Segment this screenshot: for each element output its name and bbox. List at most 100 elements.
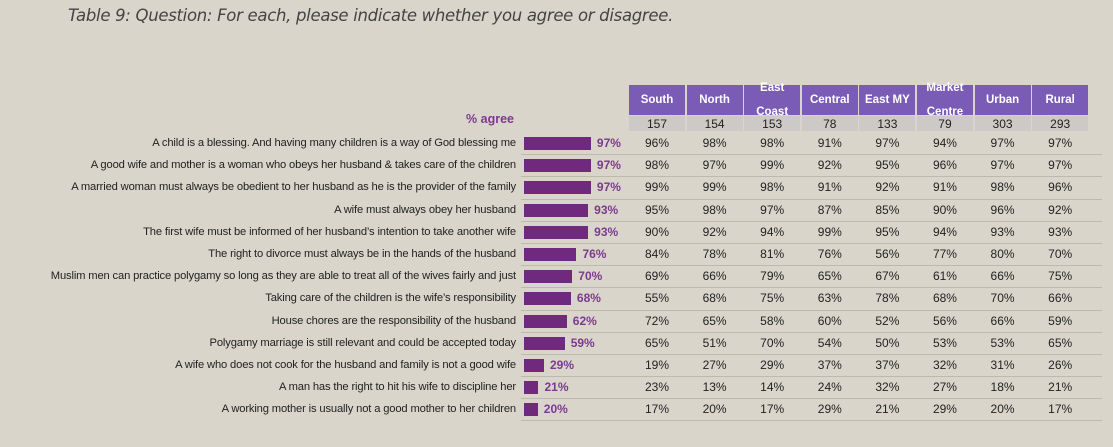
region-value-cell: 97% [1048,158,1073,173]
statement-label: Polygamy marriage is still relevant and … [209,336,517,349]
region-values: 95% 98% 97% 87% 85% 90% 96% 92% [629,203,1090,217]
statement-label: A wife who does not cook for the husband… [175,358,516,371]
statement-label: The right to divorce must always be in t… [208,247,516,260]
region-value-cell: 93% [1048,224,1073,239]
agree-bar [524,247,577,261]
region-value-cell: 54% [817,335,842,350]
table-row: House chores are the responsibility of t… [0,311,1113,333]
row-divider [521,331,1102,333]
region-value-cell: 66% [702,269,727,284]
region-values: 84% 78% 81% 76% 56% 77% 80% 70% [629,247,1090,261]
agree-bar [524,403,538,417]
region-value-cell: 97% [1048,136,1073,150]
region-value-cell: 72% [644,313,670,328]
agree-bar-label: 62% [572,313,597,328]
sample-size-cell: 157 [629,116,685,131]
agree-bar-label: 97% [596,136,621,150]
table-row: Taking care of the children is the wife’… [0,288,1113,311]
table-row: The right to divorce must always be in t… [0,244,1113,267]
region-value-cell: 95% [875,158,900,173]
region-value-cell: 99% [817,224,842,239]
region-value-cell: 91% [932,180,957,195]
region-value-cell: 63% [817,291,842,306]
region-values: 19% 27% 29% 37% 37% 32% 31% 26% [629,358,1090,372]
region-values: 72% 65% 58% 60% 52% 56% 66% 59% [629,314,1090,328]
region-value-cell: 78% [875,291,900,306]
row-divider [521,287,1102,289]
region-value-cell: 95% [875,224,900,239]
table-row: Muslim men can practice polygamy so long… [0,266,1113,289]
region-value-cell: 87% [817,202,842,217]
statement-rows: A child is a blessing. And having many c… [0,133,1113,422]
statement-label: Muslim men can practice polygamy so long… [50,270,516,283]
region-value-cell: 17% [644,402,670,417]
region-value-cell: 69% [644,269,670,284]
region-value-cell: 68% [702,291,727,306]
region-value-cell: 98% [644,158,670,173]
region-values: 96% 98% 98% 91% 97% 94% 97% 97% [629,136,1090,150]
region-value-cell: 92% [702,224,727,239]
region-value-cell: 20% [702,402,727,417]
table-row: A wife must always obey her husband 93% 95… [0,200,1113,222]
row-divider [521,420,1102,422]
table-row: A man has the right to hit his wife to d… [0,377,1113,400]
region-value-cell: 17% [760,402,785,417]
region-value-cell: 85% [875,202,900,217]
region-value-cell: 17% [1048,402,1073,417]
statement-label: Taking care of the children is the wife’… [265,292,516,305]
agree-bar-label: 93% [594,224,619,239]
region-value-cell: 52% [875,313,900,328]
sample-size-cell: 293 [1032,116,1089,131]
region-value-cell: 99% [702,180,727,195]
region-value-cell: 66% [1048,291,1073,306]
table-row: A wife who does not cook for the husband… [0,355,1113,378]
agree-bar-label: 97% [596,180,621,195]
sample-size-cell: 78 [801,116,858,131]
agree-bar-label: 59% [570,335,595,350]
agree-bar-label: 76% [582,246,607,261]
region-value-cell: 98% [760,136,785,150]
region-value-cell: 59% [1048,313,1073,328]
table-row: A married woman must always be obedient … [0,177,1113,200]
region-values: 90% 92% 94% 99% 95% 94% 93% 93% [629,225,1090,239]
region-value-cell: 67% [875,269,900,284]
agree-bar [524,292,571,306]
region-value-cell: 97% [760,202,785,217]
agree-bar [524,270,573,284]
column-header: Central [801,85,858,115]
region-value-cell: 91% [817,136,842,150]
region-value-cell: 19% [644,357,670,372]
region-value-cell: 98% [702,202,727,217]
agree-bar-label: 29% [550,357,575,372]
region-values: 99% 99% 98% 91% 92% 91% 98% 96% [629,180,1090,194]
sample-size-cell: 133 [859,116,916,131]
region-value-cell: 98% [990,180,1015,195]
region-values: 98% 97% 99% 92% 95% 96% 97% 97% [629,158,1090,172]
region-value-cell: 13% [702,380,727,395]
region-value-cell: 58% [760,313,785,328]
table-row: A child is a blessing. And having many c… [0,133,1113,156]
agree-bar [524,137,591,150]
region-value-cell: 23% [644,380,670,395]
region-value-cell: 92% [1048,202,1073,217]
region-value-cell: 98% [760,180,785,195]
region-value-cell: 29% [817,402,842,417]
statement-label: A child is a blessing. And having many c… [152,137,516,149]
sample-size-cell: 154 [686,116,743,131]
row-divider [521,220,1102,222]
column-header: South [629,85,685,115]
agree-bar [524,358,544,372]
sample-size-cell: 303 [974,116,1031,131]
region-value-cell: 32% [875,380,900,395]
row-divider [521,353,1102,355]
agree-bar-label: 21% [544,380,569,395]
column-header: Urban [974,85,1031,115]
row-divider [521,154,1102,156]
column-header: Rural [1032,85,1089,115]
table-row: A working mother is usually not a good m… [0,399,1113,422]
region-value-cell: 92% [875,180,900,195]
region-value-cell: 97% [990,158,1015,173]
region-value-cell: 27% [702,357,727,372]
row-divider [521,309,1102,311]
region-value-cell: 24% [817,380,842,395]
